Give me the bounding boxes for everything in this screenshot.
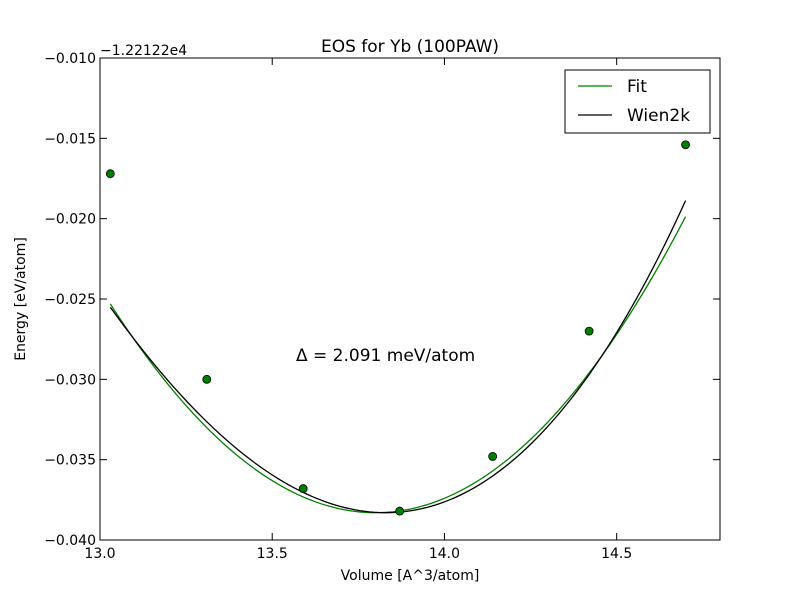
y-tick-label: −0.020	[44, 212, 96, 228]
data-point-fit	[488, 452, 498, 461]
y-tick-label: −0.035	[44, 453, 96, 469]
x-tick-label: 13.0	[84, 546, 115, 562]
data-point-fit	[681, 140, 690, 150]
data-point-fit	[395, 506, 405, 516]
data-point-fit	[105, 169, 115, 179]
ticks-layer: 13.0 13.5 14.0 14.5 −0.040 −0.035 −0.030 −0.025…	[44, 51, 720, 562]
x-tick-label: 13.5	[257, 546, 288, 562]
legend: Fit Wien2k	[564, 69, 711, 134]
data-point-fit	[584, 326, 594, 336]
legend-fit-label: Fit	[627, 77, 647, 97]
y-tick-label: −0.025	[44, 292, 96, 308]
legend-wien2k-label: Wien2k	[627, 106, 690, 126]
y-axis-label: Energy [eV/atom]	[13, 237, 29, 361]
chart-title: EOS for Yb (100PAW)	[321, 37, 499, 57]
y-tick-label: −0.010	[44, 51, 96, 67]
series-layer	[105, 140, 690, 516]
delta-annotation: Δ = 2.091 meV/atom	[296, 346, 475, 366]
x-tick-label: 14.5	[601, 546, 632, 562]
data-point-fit	[202, 374, 212, 384]
x-tick-label: 14.0	[429, 546, 460, 562]
data-point-fit	[298, 484, 308, 493]
y-tick-label: −0.030	[44, 372, 96, 388]
x-axis-label: Volume [A^3/atom]	[341, 568, 480, 584]
y-tick-label: −0.040	[44, 533, 96, 549]
plot-frame	[99, 57, 721, 541]
y-offset-label: −1.22122e4	[100, 43, 187, 59]
legend-box	[564, 69, 711, 134]
y-tick-label: −0.015	[44, 131, 96, 147]
